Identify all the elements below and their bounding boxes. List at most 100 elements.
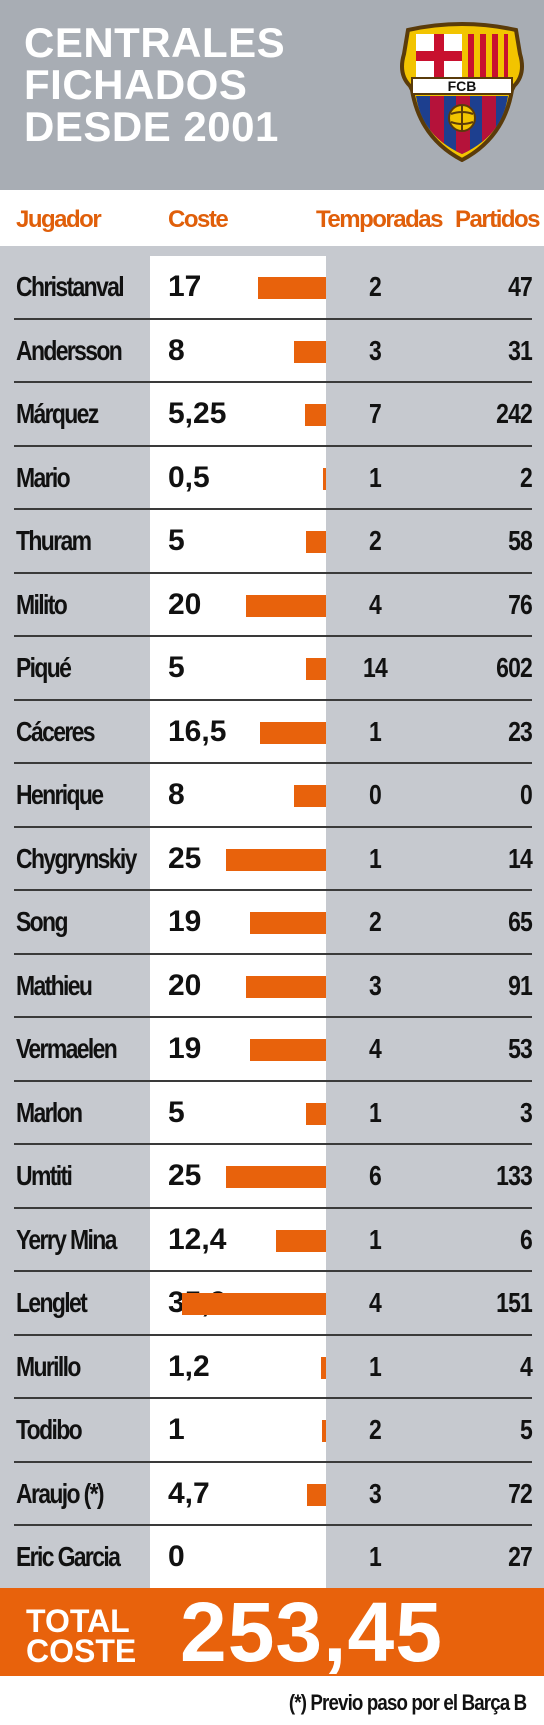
row-divider: [14, 889, 532, 891]
table-row: Eric Garcia 0 1 27: [0, 1526, 544, 1590]
cost-label: 8: [168, 778, 185, 811]
table-row: Yerry Mina 12,4 1 6: [0, 1209, 544, 1272]
cost-label: 19: [168, 1032, 202, 1065]
player-name: Mathieu: [16, 969, 93, 1001]
partidos-value: 2: [520, 461, 533, 493]
total-value: 253,45: [180, 1585, 443, 1679]
fcb-crest-logo: FCB: [400, 22, 524, 162]
column-header-partidos: Partidos: [455, 206, 541, 233]
cost-label: 4,7: [168, 1476, 210, 1510]
player-name: Lenglet: [16, 1287, 88, 1318]
row-divider: [14, 1333, 532, 1336]
column-headers: Jugador Coste Temporadas Partidos: [0, 190, 544, 246]
table-row: Araujo (*) 4,7 3 72: [0, 1463, 544, 1526]
temporadas-value: 1: [369, 1350, 382, 1382]
player-name: Henrique: [16, 779, 104, 810]
cost-bar: [250, 912, 326, 934]
cost-bar: [246, 594, 326, 617]
row-divider: [14, 1079, 532, 1082]
cost-label: 0: [168, 1540, 185, 1573]
partidos-value: 602: [496, 652, 533, 683]
partidos-value: 3: [520, 1096, 533, 1128]
cost-label: 1,2: [168, 1349, 210, 1383]
partidos-value: 0: [520, 779, 533, 810]
partidos-value: 4: [520, 1350, 533, 1382]
temporadas-value: 14: [363, 652, 388, 683]
column-header-jugador: Jugador: [16, 206, 102, 233]
player-name: Song: [16, 906, 68, 937]
row-divider: [14, 1206, 532, 1209]
player-name: Milito: [16, 588, 68, 620]
partidos-value: 27: [508, 1541, 533, 1572]
page-title: CENTRALES FICHADOS DESDE 2001: [24, 22, 354, 148]
table-row: Mathieu 20 3 91: [0, 955, 544, 1018]
title-line: CENTRALES: [24, 19, 286, 66]
cost-bar: [306, 1102, 326, 1125]
player-name: Yerry Mina: [16, 1223, 117, 1255]
player-name: Christanval: [16, 271, 125, 302]
cost-label: 20: [168, 968, 202, 1002]
temporadas-value: 1: [369, 715, 382, 747]
partidos-value: 5: [520, 1414, 533, 1445]
column-header-coste: Coste: [168, 206, 229, 233]
cost-bar: [226, 848, 326, 871]
temporadas-value: 3: [369, 334, 382, 366]
table-row: Murillo 1,2 1 4: [0, 1336, 544, 1399]
player-name: Araujo (*): [16, 1477, 105, 1509]
cost-label: 12,4: [168, 1222, 227, 1256]
title-line: DESDE 2001: [24, 103, 279, 150]
temporadas-value: 2: [369, 906, 382, 937]
table-row: Vermaelen 19 4 53: [0, 1018, 544, 1082]
cost-bar: [260, 721, 326, 744]
cost-label: 5: [168, 651, 185, 684]
partidos-value: 31: [508, 334, 533, 366]
player-name: Marlon: [16, 1096, 83, 1128]
column-header-temporadas: Temporadas: [316, 206, 443, 233]
player-name: Murillo: [16, 1350, 81, 1382]
table-row: Thuram 5 2 58: [0, 510, 544, 574]
table-row: Umtiti 25 6 133: [0, 1145, 544, 1209]
row-divider: [14, 1524, 532, 1526]
cost-bar: [323, 467, 326, 490]
temporadas-value: 1: [369, 1223, 382, 1255]
table-row: Christanval 17 2 47: [0, 256, 544, 320]
cost-bar: [306, 658, 326, 680]
player-name: Chygrynskiy: [16, 842, 137, 874]
cost-label: 20: [168, 587, 202, 621]
title-line: FICHADOS: [24, 61, 248, 108]
cost-bar: [226, 1166, 326, 1188]
header: CENTRALES FICHADOS DESDE 2001 FCB: [0, 0, 544, 190]
cost-label: 5: [168, 1095, 185, 1129]
cost-bar: [258, 277, 326, 299]
row-divider: [14, 1397, 532, 1399]
row-divider: [14, 1460, 532, 1463]
partidos-value: 72: [508, 1477, 533, 1509]
row-divider: [14, 571, 532, 574]
players-table: Christanval 17 2 47 Andersson 8 3 31 Márquez 5,25…: [0, 246, 544, 1588]
footnote: (*) Previo paso por el Barça B: [288, 1690, 527, 1715]
partidos-value: 76: [508, 588, 533, 620]
temporadas-value: 4: [369, 1033, 382, 1064]
cost-label: 25: [168, 1159, 202, 1192]
table-row: Henrique 8 0 0: [0, 764, 544, 828]
cost-bar: [305, 404, 326, 426]
row-divider: [14, 317, 532, 320]
row-divider: [14, 381, 532, 383]
player-name: Umtiti: [16, 1160, 73, 1191]
cost-label: 16,5: [168, 714, 227, 748]
row-divider: [14, 1016, 532, 1018]
table-row: Márquez 5,25 7 242: [0, 383, 544, 447]
temporadas-value: 0: [369, 779, 382, 810]
crest-text: FCB: [448, 78, 477, 94]
row-divider: [14, 635, 532, 637]
cost-label: 19: [168, 905, 202, 938]
cost-label: 0,5: [168, 460, 210, 494]
partidos-value: 58: [508, 525, 533, 556]
partidos-value: 151: [496, 1287, 533, 1318]
cost-bar: [321, 1356, 326, 1379]
table-row: Todibo 1 2 5: [0, 1399, 544, 1463]
temporadas-value: 3: [369, 969, 382, 1001]
cost-bar: [306, 531, 326, 553]
table-row: Song 19 2 65: [0, 891, 544, 955]
total-label-line: TOTAL: [26, 1603, 130, 1639]
